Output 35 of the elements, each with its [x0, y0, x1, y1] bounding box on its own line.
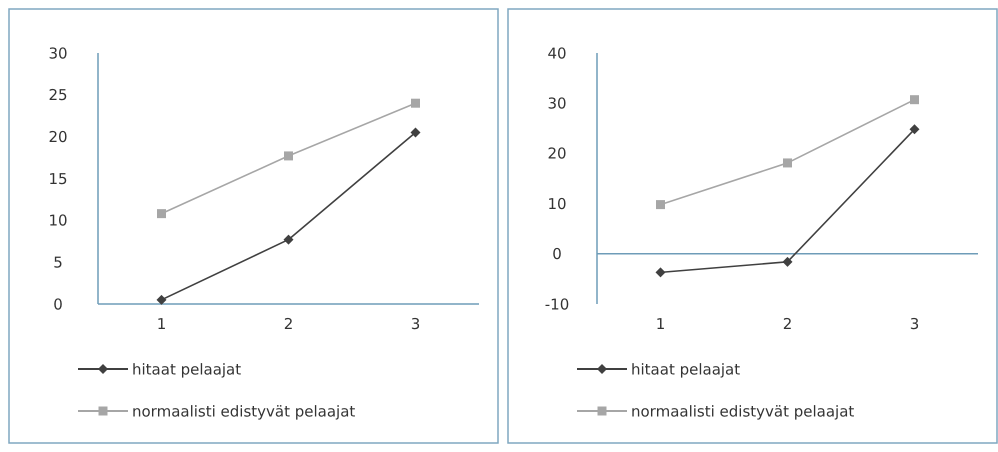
- y-tick-label: 0: [53, 295, 63, 314]
- y-tick-label: 0: [552, 245, 562, 264]
- y-tick-label: 30: [547, 94, 567, 112]
- point: [284, 151, 293, 160]
- x-tick-label: 1: [656, 315, 666, 333]
- x-tick-label: 2: [782, 315, 792, 333]
- y-tick-label: 20: [547, 144, 567, 163]
- legend-label: hitaat pelaajat: [631, 360, 740, 378]
- point: [156, 294, 166, 305]
- point: [783, 158, 792, 168]
- y-tick-label: 20: [48, 128, 68, 146]
- legend-label: normaalisti edistyvät pelaajat: [631, 402, 854, 420]
- y-tick-label: 30: [48, 44, 68, 62]
- point: [410, 127, 420, 138]
- point: [157, 209, 166, 218]
- point: [782, 256, 792, 267]
- point: [284, 234, 294, 245]
- point: [910, 124, 920, 134]
- y-tick-label: 10: [48, 212, 68, 230]
- y-tick-label: 15: [48, 170, 68, 188]
- point: [411, 98, 420, 108]
- x-tick-label: 3: [910, 315, 920, 333]
- y-tick-label: 40: [547, 44, 567, 62]
- y-tick-label: 5: [53, 253, 63, 272]
- y-tick-label: 10: [547, 194, 567, 213]
- x-tick-label: 1: [156, 315, 166, 333]
- point: [656, 200, 665, 210]
- point: [656, 267, 666, 278]
- legend-label: normaalisti edistyvät pelaajat: [132, 402, 356, 420]
- y-tick-label: 25: [48, 86, 68, 104]
- x-tick-label: 2: [284, 315, 294, 333]
- y-tick-label: -10: [544, 295, 570, 314]
- legend-label: hitaat pelaajat: [132, 360, 242, 378]
- x-tick-label: 3: [410, 315, 420, 333]
- point: [910, 95, 919, 104]
